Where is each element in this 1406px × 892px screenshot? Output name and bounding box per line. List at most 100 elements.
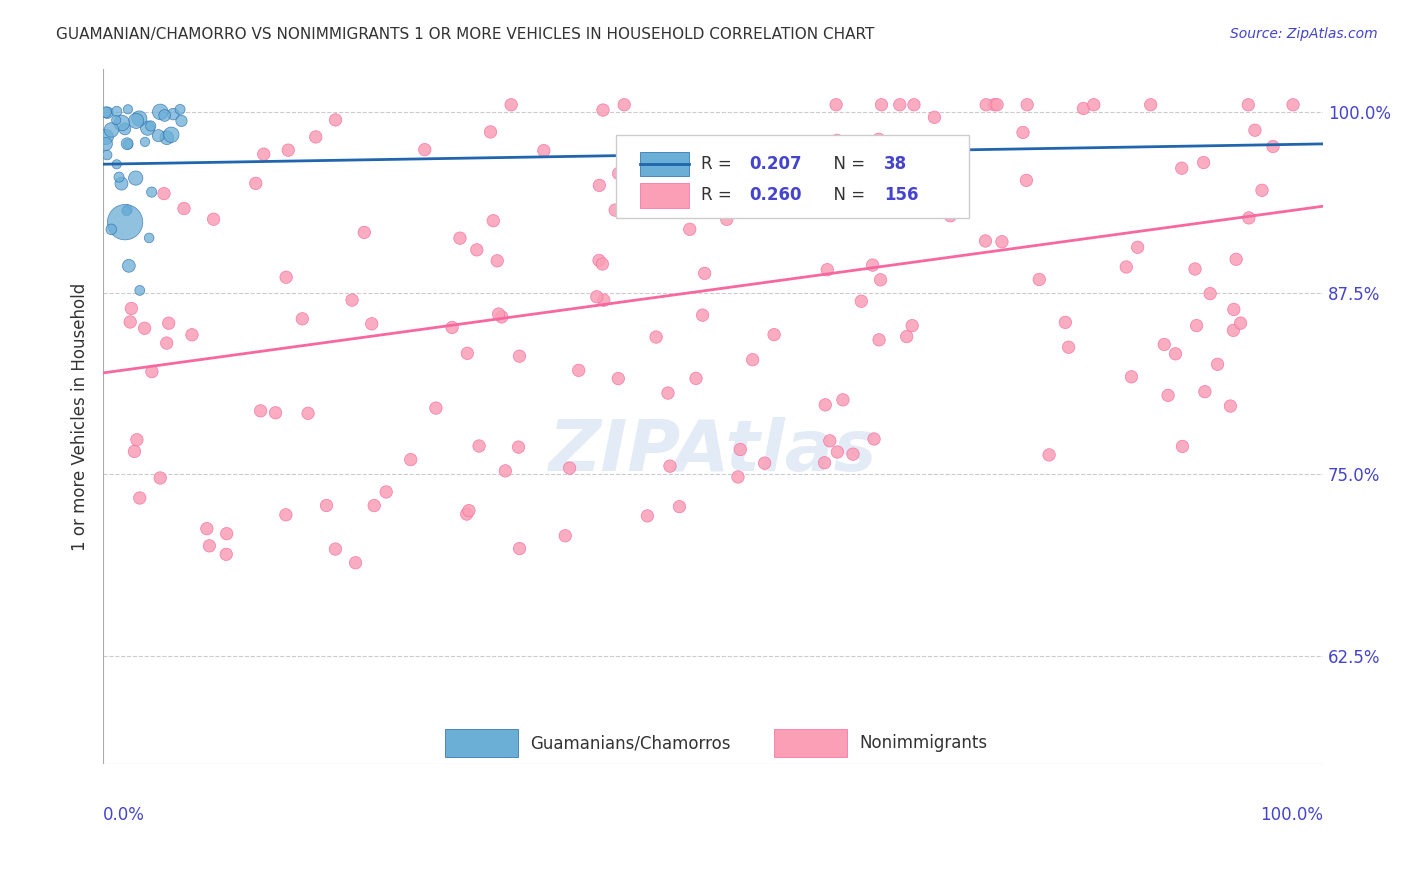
Point	[276, 270, 298, 285]
Point	[868, 333, 890, 347]
Point	[1153, 337, 1175, 351]
Text: 156: 156	[884, 186, 918, 204]
Point	[134, 321, 156, 335]
Point	[605, 203, 627, 218]
Point	[413, 143, 436, 157]
Point	[636, 508, 658, 523]
Point	[457, 503, 479, 517]
Point	[141, 185, 163, 199]
Point	[108, 170, 131, 185]
Point	[862, 258, 884, 272]
Point	[449, 231, 471, 245]
Point	[1223, 302, 1246, 317]
Point	[533, 144, 555, 158]
Point	[613, 97, 636, 112]
Point	[479, 125, 502, 139]
Point	[1015, 173, 1038, 187]
Text: GUAMANIAN/CHAMORRO VS NONIMMIGRANTS 1 OR MORE VEHICLES IN HOUSEHOLD CORRELATION : GUAMANIAN/CHAMORRO VS NONIMMIGRANTS 1 OR…	[56, 27, 875, 42]
Point	[1237, 211, 1260, 225]
Point	[1157, 388, 1180, 402]
Point	[128, 112, 150, 126]
Point	[1017, 97, 1039, 112]
Point	[120, 301, 142, 316]
Point	[787, 186, 810, 201]
Point	[1206, 357, 1229, 371]
Point	[825, 133, 848, 147]
Point	[903, 97, 925, 112]
Point	[1237, 97, 1260, 112]
Point	[105, 157, 128, 171]
Point	[195, 522, 218, 536]
Point	[661, 178, 683, 193]
Point	[486, 253, 509, 268]
Point	[117, 103, 139, 117]
Point	[991, 235, 1014, 249]
Point	[105, 104, 128, 119]
Point	[754, 456, 776, 470]
Point	[1115, 260, 1137, 274]
Point	[692, 308, 714, 322]
Point	[134, 135, 156, 149]
Point	[125, 113, 148, 128]
Point	[465, 243, 488, 257]
Point	[340, 293, 363, 307]
Point	[138, 231, 160, 245]
Point	[456, 346, 478, 360]
Point	[120, 315, 142, 329]
Point	[115, 204, 138, 219]
Point	[139, 119, 162, 133]
Point	[115, 136, 138, 151]
Text: 38: 38	[884, 155, 907, 173]
Point	[249, 404, 271, 418]
Point	[1251, 183, 1274, 197]
Point	[889, 97, 911, 112]
Point	[588, 253, 610, 268]
Point	[588, 178, 610, 193]
Point	[741, 352, 763, 367]
Point	[117, 137, 139, 152]
Text: 0.207: 0.207	[749, 155, 803, 173]
Text: R =: R =	[702, 186, 737, 204]
Point	[813, 456, 835, 470]
Point	[441, 320, 464, 334]
Point	[863, 432, 886, 446]
Point	[156, 130, 179, 145]
Point	[215, 526, 238, 541]
Point	[870, 97, 893, 112]
Point	[169, 103, 191, 117]
Point	[679, 222, 702, 236]
Point	[924, 111, 946, 125]
Point	[1192, 155, 1215, 169]
Point	[363, 499, 385, 513]
Point	[94, 130, 117, 145]
Point	[488, 307, 510, 321]
Text: N =: N =	[823, 155, 870, 173]
Point	[1057, 340, 1080, 354]
Point	[1222, 323, 1244, 337]
Point	[1244, 123, 1267, 137]
Point	[149, 471, 172, 485]
Point	[160, 128, 183, 142]
Point	[315, 499, 337, 513]
Point	[568, 363, 591, 377]
Point	[491, 310, 513, 324]
Point	[825, 97, 848, 112]
Text: N =: N =	[823, 186, 870, 204]
Point	[360, 317, 382, 331]
Point	[94, 136, 117, 151]
Point	[153, 186, 176, 201]
Point	[693, 266, 716, 280]
Point	[818, 434, 841, 448]
Point	[685, 371, 707, 385]
Text: 0.260: 0.260	[749, 186, 803, 204]
Point	[851, 294, 873, 309]
Point	[716, 212, 738, 227]
Bar	[775, 730, 848, 757]
Point	[136, 121, 159, 136]
Point	[668, 500, 690, 514]
Point	[974, 97, 997, 112]
Point	[153, 108, 176, 122]
Point	[181, 327, 204, 342]
Text: R =: R =	[702, 155, 737, 173]
Point	[468, 439, 491, 453]
